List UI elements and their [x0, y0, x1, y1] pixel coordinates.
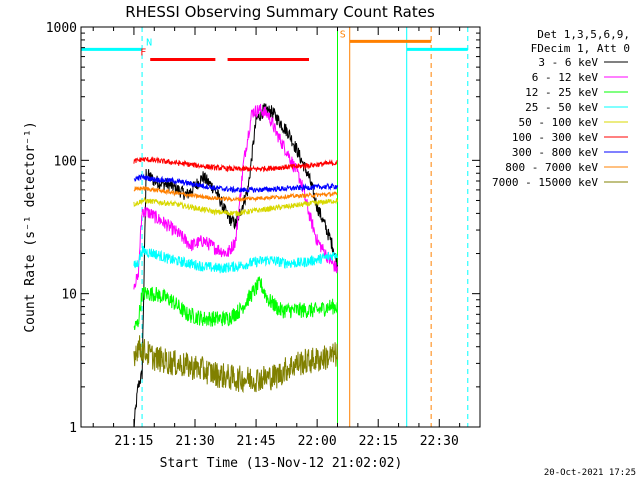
series-line-7	[133, 185, 338, 203]
flag-label-0: N	[146, 37, 152, 48]
series-line-4	[133, 196, 338, 217]
legend-entry-label-6: 300 - 800 keV	[512, 146, 598, 159]
series-line-1	[133, 103, 338, 290]
x-tick-label-0: 21:15	[114, 434, 153, 449]
legend-entry-label-5: 100 - 300 keV	[512, 131, 598, 144]
x-tick-label-4: 22:15	[359, 434, 398, 449]
series-line-0	[133, 103, 338, 428]
legend-entry-label-0: 3 - 6 keV	[538, 56, 598, 69]
y-axis-label: Count Rate (s⁻¹ detector⁻¹)	[23, 121, 38, 332]
y-tick-label-2: 100	[54, 154, 77, 169]
footer-timestamp: 20-Oct-2021 17:25	[544, 468, 636, 478]
legend: Det 1,3,5,6,9,FDecim 1, Att 03 - 6 keV 6 …	[492, 28, 630, 189]
legend-header-line-0: Det 1,3,5,6,9,	[537, 28, 630, 41]
legend-entry-label-1: 6 - 12 keV	[532, 71, 599, 84]
legend-entry-label-4: 50 - 100 keV	[519, 116, 599, 129]
x-tick-label-5: 22:30	[420, 434, 459, 449]
series-line-6	[133, 173, 338, 194]
y-tick-label-3: 1000	[46, 21, 77, 36]
series-line-2	[133, 276, 338, 331]
axes: 21:15 21:30 21:45 22:00 22:15 22:30 1 10 100 1000	[46, 21, 481, 449]
x-tick-label-3: 22:00	[298, 434, 337, 449]
observing-flags: NF S	[81, 29, 468, 62]
legend-entry-label-3: 25 - 50 keV	[525, 101, 598, 114]
legend-entry-label-7: 800 - 7000 keV	[505, 161, 598, 174]
chart-title: RHESSI Observing Summary Count Rates	[125, 3, 435, 21]
series-line-8	[133, 335, 338, 394]
y-tick-label-0: 1	[69, 421, 77, 436]
series-line-5	[133, 156, 338, 173]
x-tick-label-1: 21:30	[175, 434, 214, 449]
x-axis-label: Start Time (13-Nov-12 21:02:02)	[160, 456, 403, 471]
plot-area	[80, 27, 469, 428]
legend-entry-label-8: 7000 - 15000 keV	[492, 176, 598, 189]
flag-label-2: S	[340, 29, 346, 40]
legend-entry-label-2: 12 - 25 keV	[525, 86, 598, 99]
legend-header-line-1: FDecim 1, Att 0	[531, 42, 630, 55]
plot-frame	[80, 26, 481, 428]
flag-label-1: F	[140, 48, 146, 59]
x-tick-label-2: 21:45	[237, 434, 276, 449]
series-line-3	[133, 245, 338, 274]
y-tick-label-1: 10	[61, 288, 77, 303]
